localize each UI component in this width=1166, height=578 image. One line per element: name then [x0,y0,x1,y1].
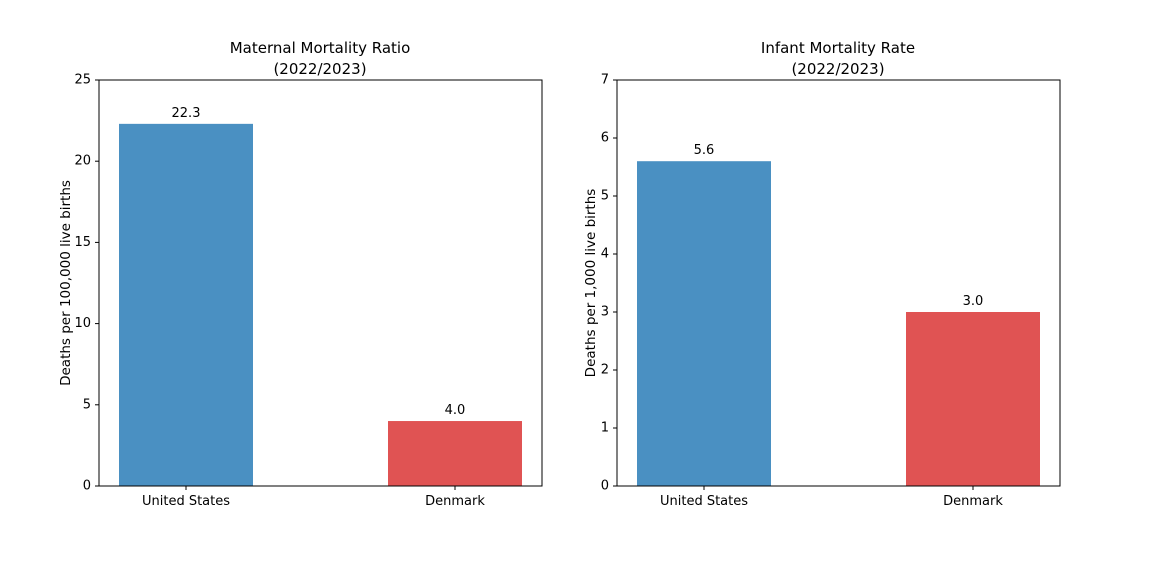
x-tick-label: Denmark [943,494,1003,509]
chart-title-line-1: Maternal Mortality Ratio [230,39,411,57]
y-tick-label: 6 [601,131,609,146]
chart-title-line-2: (2022/2023) [791,60,884,78]
plot-frame [98,79,543,487]
y-tick-label: 25 [74,73,91,88]
y-tick-label: 2 [601,363,609,378]
data-label: 3.0 [963,294,984,309]
y-tick-label: 5 [601,189,609,204]
bar-denmark [388,421,522,486]
y-tick-label: 0 [601,479,609,494]
bar-united-states [119,123,253,487]
y-tick-label: 20 [74,154,91,169]
y-tick-label: 1 [601,421,609,436]
infant-mortality-chart: Infant Mortality Rate (2022/2023) Deaths… [583,39,1061,509]
y-tick-label: 0 [83,479,91,494]
y-tick-label: 5 [83,397,91,412]
y-tick-label: 7 [601,73,609,88]
y-tick-label: 10 [74,316,91,331]
bar-united-states [637,161,771,486]
data-label: 22.3 [172,106,201,121]
y-tick-label: 3 [601,305,609,320]
x-tick-label: United States [660,494,748,509]
chart-title-line-1: Infant Mortality Rate [761,39,915,57]
maternal-mortality-chart: Maternal Mortality Ratio (2022/2023) Dea… [58,39,543,509]
plot-frame [616,79,1061,487]
data-label: 5.6 [694,143,715,158]
x-tick-label: United States [142,494,230,509]
y-tick-label: 15 [74,235,91,250]
data-label: 4.0 [445,403,466,418]
bar-denmark [906,312,1040,486]
y-axis-label: Deaths per 1,000 live births [583,189,599,378]
y-axis-label: Deaths per 100,000 live births [58,180,74,386]
chart-title-line-2: (2022/2023) [273,60,366,78]
x-tick-label: Denmark [425,494,485,509]
y-tick-label: 4 [601,247,609,262]
